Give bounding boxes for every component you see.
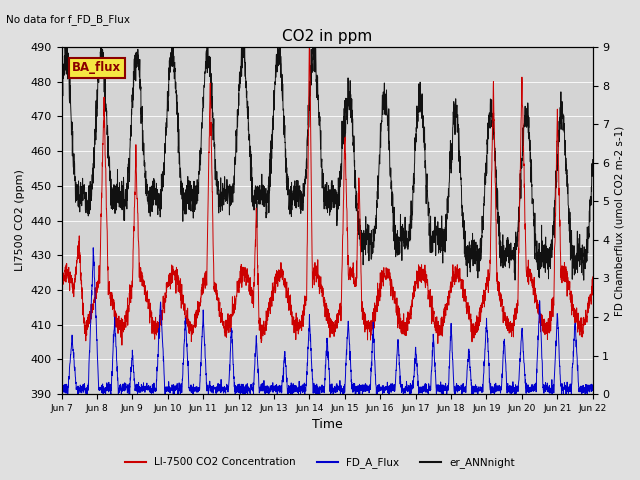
Y-axis label: FD Chamberflux (umol CO2 m-2 s-1): FD Chamberflux (umol CO2 m-2 s-1) (615, 125, 625, 316)
Text: No data for f_FD_B_Flux: No data for f_FD_B_Flux (6, 14, 131, 25)
X-axis label: Time: Time (312, 419, 342, 432)
Legend: LI-7500 CO2 Concentration, FD_A_Flux, er_ANNnight: LI-7500 CO2 Concentration, FD_A_Flux, er… (121, 453, 519, 472)
Y-axis label: LI7500 CO2 (ppm): LI7500 CO2 (ppm) (15, 169, 25, 272)
Text: BA_flux: BA_flux (72, 61, 121, 74)
Title: CO2 in ppm: CO2 in ppm (282, 29, 372, 44)
